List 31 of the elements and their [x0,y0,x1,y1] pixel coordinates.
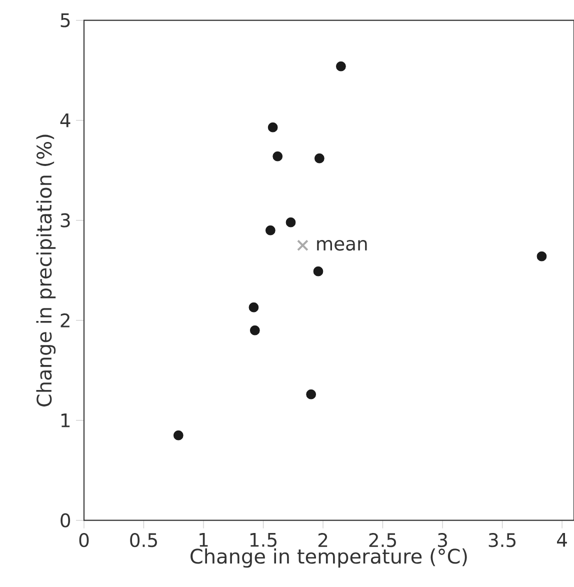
y-tick-label: 5 [60,13,70,28]
point [173,430,184,440]
x-axis-title: Change in temperature (°C) [190,548,467,568]
point [536,251,547,262]
y-tick-label: 3 [60,213,70,228]
point [296,240,308,252]
y-tick-label: 1 [61,414,70,428]
x-tick-label: 3.5 [488,533,516,548]
y-axis-title: Change in precipitation (%) [36,134,56,406]
point [272,151,283,162]
point [313,266,324,276]
point [314,153,324,164]
x-tick-label: 1.5 [250,533,276,547]
point [336,61,346,72]
series-label: mean [317,240,367,251]
x-tick-label: 2 [318,533,328,547]
x-tick-label: 3 [438,533,447,548]
x-tick-label: 0.5 [130,533,157,548]
x-tick-label: 0 [79,533,89,548]
y-tick-label: 2 [60,313,70,328]
y-tick-label: 0 [60,513,70,528]
x-tick-label: 1 [200,533,208,547]
point [268,122,278,132]
point [248,302,259,312]
point [250,325,260,336]
point [306,389,316,400]
point [286,217,296,228]
point [266,225,276,236]
y-tick-label: 4 [60,114,70,128]
x-tick-label: 2.5 [369,533,396,548]
x-tick-label: 4 [557,533,567,547]
